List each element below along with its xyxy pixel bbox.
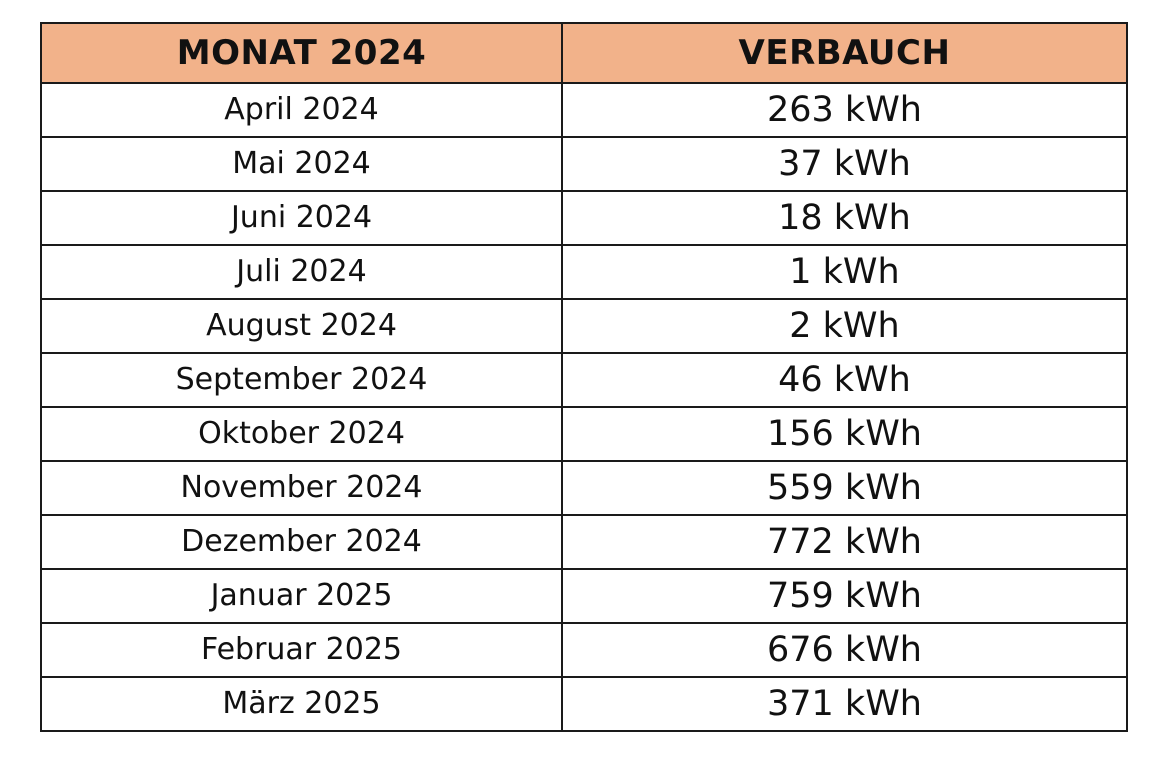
consumption-cell: 37 kWh [561, 136, 1128, 192]
table-row: Februar 2025 676 kWh [40, 622, 1128, 678]
table-row: Oktober 2024 156 kWh [40, 406, 1128, 462]
consumption-cell: 676 kWh [561, 622, 1128, 678]
table-row: September 2024 46 kWh [40, 352, 1128, 408]
consumption-cell: 156 kWh [561, 406, 1128, 462]
month-cell: November 2024 [40, 460, 563, 516]
month-cell: Februar 2025 [40, 622, 563, 678]
month-cell: Juli 2024 [40, 244, 563, 300]
table-row: November 2024 559 kWh [40, 460, 1128, 516]
consumption-cell: 371 kWh [561, 676, 1128, 732]
consumption-cell: 1 kWh [561, 244, 1128, 300]
table-row: August 2024 2 kWh [40, 298, 1128, 354]
month-cell: Oktober 2024 [40, 406, 563, 462]
month-cell: Juni 2024 [40, 190, 563, 246]
consumption-cell: 559 kWh [561, 460, 1128, 516]
table-row: April 2024 263 kWh [40, 82, 1128, 138]
consumption-table: MONAT 2024 VERBAUCH April 2024 263 kWh M… [40, 22, 1128, 732]
month-cell: August 2024 [40, 298, 563, 354]
table-header-row: MONAT 2024 VERBAUCH [40, 22, 1128, 84]
table-row: Januar 2025 759 kWh [40, 568, 1128, 624]
month-cell: September 2024 [40, 352, 563, 408]
consumption-cell: 18 kWh [561, 190, 1128, 246]
month-cell: März 2025 [40, 676, 563, 732]
month-cell: Mai 2024 [40, 136, 563, 192]
header-consumption: VERBAUCH [561, 22, 1128, 84]
consumption-cell: 263 kWh [561, 82, 1128, 138]
table-row: Dezember 2024 772 kWh [40, 514, 1128, 570]
month-cell: April 2024 [40, 82, 563, 138]
month-cell: Dezember 2024 [40, 514, 563, 570]
table-row: Juli 2024 1 kWh [40, 244, 1128, 300]
table-row: Mai 2024 37 kWh [40, 136, 1128, 192]
consumption-cell: 772 kWh [561, 514, 1128, 570]
consumption-cell: 2 kWh [561, 298, 1128, 354]
table-row: Juni 2024 18 kWh [40, 190, 1128, 246]
consumption-cell: 759 kWh [561, 568, 1128, 624]
table-row: März 2025 371 kWh [40, 676, 1128, 732]
consumption-cell: 46 kWh [561, 352, 1128, 408]
header-month: MONAT 2024 [40, 22, 563, 84]
month-cell: Januar 2025 [40, 568, 563, 624]
